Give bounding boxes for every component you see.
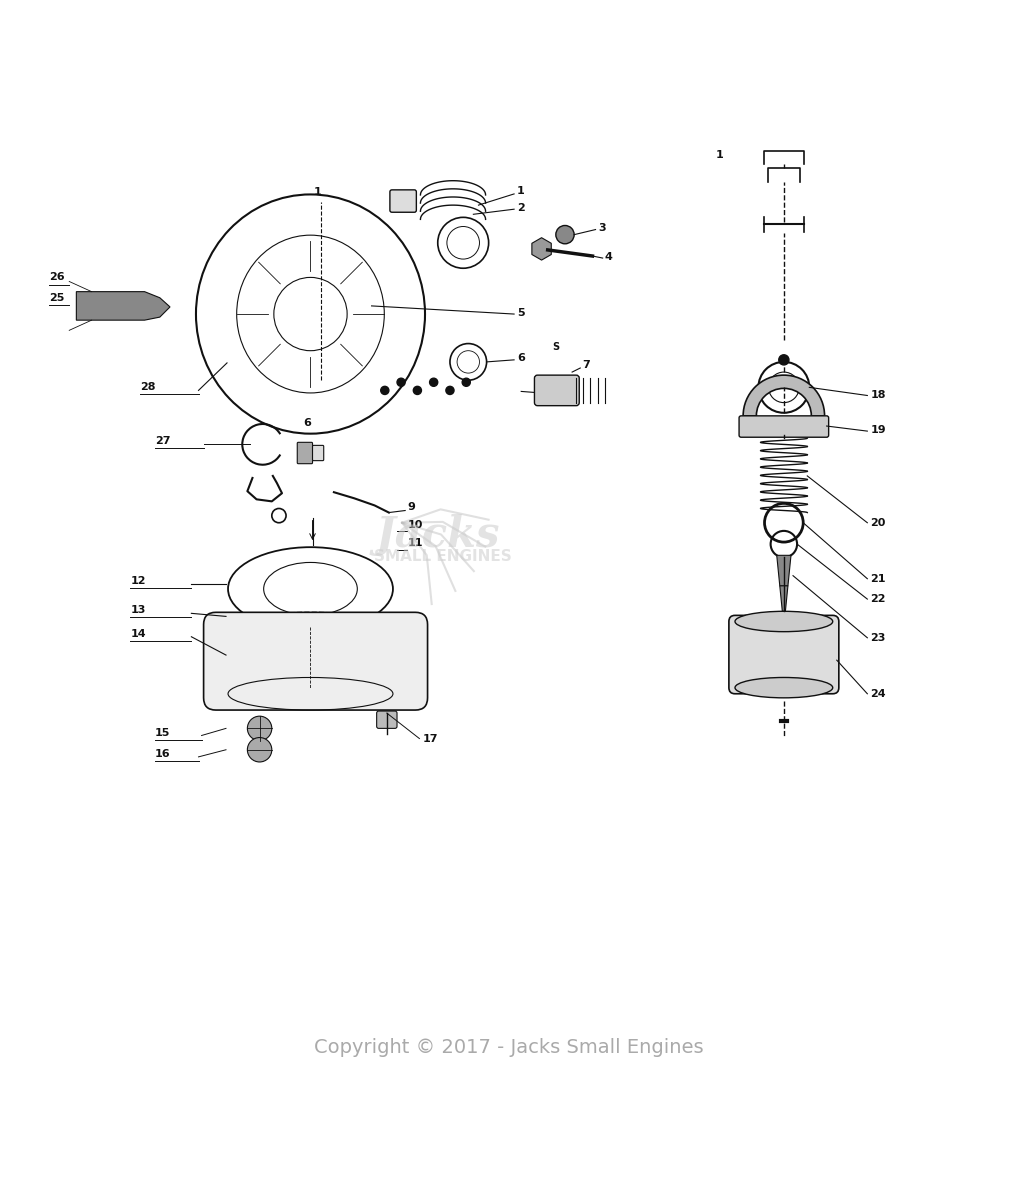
Text: 9: 9 bbox=[407, 501, 415, 512]
Text: 2: 2 bbox=[517, 203, 525, 213]
Text: 15: 15 bbox=[155, 727, 170, 738]
Text: 18: 18 bbox=[870, 390, 886, 399]
Text: 16: 16 bbox=[155, 748, 170, 759]
Text: 22: 22 bbox=[870, 594, 886, 605]
Text: 23: 23 bbox=[870, 633, 886, 643]
Text: 21: 21 bbox=[870, 574, 886, 583]
Text: Jacks: Jacks bbox=[376, 514, 500, 556]
Polygon shape bbox=[777, 555, 791, 586]
Text: 5: 5 bbox=[517, 308, 524, 318]
Polygon shape bbox=[780, 586, 788, 612]
Ellipse shape bbox=[735, 612, 833, 632]
Circle shape bbox=[430, 378, 438, 386]
Text: 1: 1 bbox=[517, 187, 525, 196]
FancyBboxPatch shape bbox=[729, 615, 839, 694]
Circle shape bbox=[397, 378, 405, 386]
Text: 12: 12 bbox=[130, 576, 146, 586]
Circle shape bbox=[381, 386, 389, 394]
Text: 26: 26 bbox=[49, 272, 64, 283]
FancyBboxPatch shape bbox=[534, 375, 579, 405]
Circle shape bbox=[247, 716, 272, 740]
Text: 28: 28 bbox=[140, 383, 156, 392]
Circle shape bbox=[446, 386, 454, 394]
Text: 27: 27 bbox=[155, 436, 170, 447]
Wedge shape bbox=[743, 375, 825, 416]
Circle shape bbox=[462, 378, 470, 386]
FancyBboxPatch shape bbox=[390, 190, 416, 213]
Text: 3: 3 bbox=[599, 222, 606, 233]
Circle shape bbox=[413, 386, 421, 394]
FancyBboxPatch shape bbox=[739, 416, 829, 437]
Text: 24: 24 bbox=[870, 689, 886, 699]
FancyBboxPatch shape bbox=[204, 612, 428, 710]
Ellipse shape bbox=[735, 677, 833, 697]
Text: 13: 13 bbox=[130, 606, 146, 615]
Text: Copyright © 2017 - Jacks Small Engines: Copyright © 2017 - Jacks Small Engines bbox=[315, 1037, 703, 1056]
Text: 19: 19 bbox=[870, 425, 886, 435]
FancyBboxPatch shape bbox=[377, 712, 397, 728]
Text: 1: 1 bbox=[716, 151, 724, 160]
Text: 10: 10 bbox=[407, 520, 422, 530]
Circle shape bbox=[779, 355, 789, 365]
Circle shape bbox=[556, 226, 574, 244]
Text: S: S bbox=[552, 342, 559, 352]
Text: 6: 6 bbox=[517, 353, 525, 362]
Text: 20: 20 bbox=[870, 518, 886, 527]
Text: 6: 6 bbox=[303, 418, 312, 428]
Text: 14: 14 bbox=[130, 628, 146, 639]
FancyBboxPatch shape bbox=[313, 446, 324, 461]
Polygon shape bbox=[76, 292, 170, 320]
Text: 1: 1 bbox=[314, 187, 322, 197]
Circle shape bbox=[247, 738, 272, 762]
FancyBboxPatch shape bbox=[297, 442, 313, 463]
Text: 25: 25 bbox=[49, 292, 64, 303]
Text: 7: 7 bbox=[582, 360, 590, 369]
Text: 4: 4 bbox=[605, 252, 613, 263]
Text: SMALL ENGINES: SMALL ENGINES bbox=[374, 549, 512, 564]
Text: 17: 17 bbox=[422, 734, 438, 744]
Text: 11: 11 bbox=[407, 538, 422, 548]
